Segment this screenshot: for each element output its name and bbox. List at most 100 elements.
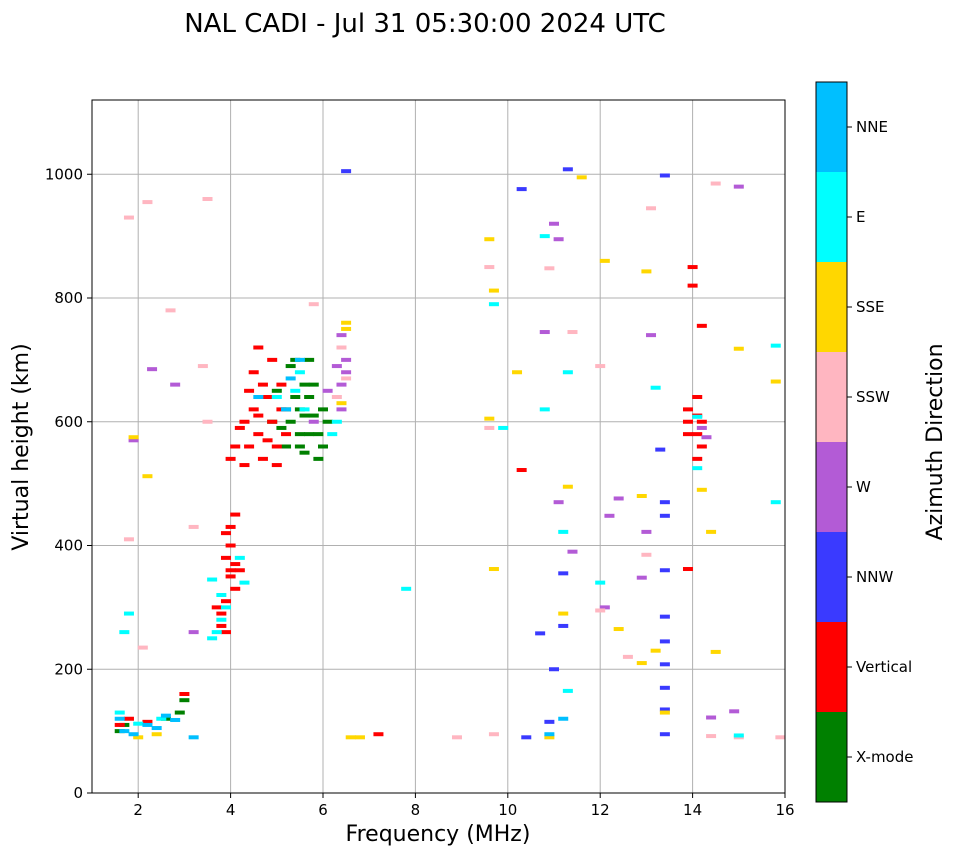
data-point [488, 732, 499, 737]
data-point [687, 283, 698, 288]
series-nne [114, 357, 569, 740]
data-point [373, 732, 384, 737]
data-point [558, 529, 569, 534]
data-point [696, 487, 707, 492]
data-point [696, 444, 707, 449]
data-point [512, 370, 523, 375]
data-point [299, 450, 310, 455]
data-point [710, 649, 721, 654]
data-point [211, 605, 222, 610]
data-point [341, 320, 352, 325]
colorbar-segment [816, 712, 847, 802]
data-point [696, 419, 707, 424]
data-point [123, 716, 134, 721]
data-point [336, 333, 347, 338]
data-point [636, 661, 647, 666]
data-point [285, 419, 296, 424]
data-point [244, 388, 255, 393]
data-point [646, 206, 657, 211]
colorbar-frame [815, 81, 848, 803]
data-point [281, 432, 292, 437]
data-point [225, 543, 236, 548]
series-sse [128, 175, 781, 740]
data-point [706, 734, 717, 739]
data-point [225, 456, 236, 461]
data-point [225, 568, 236, 573]
data-point [516, 187, 527, 192]
data-point [650, 648, 661, 653]
data-point [613, 627, 624, 632]
data-point [322, 388, 333, 393]
data-point [220, 599, 231, 604]
data-point [549, 667, 559, 672]
data-point [207, 636, 218, 641]
data-point [133, 721, 144, 726]
data-point [682, 419, 693, 424]
data-point [267, 357, 278, 362]
data-point [156, 716, 167, 721]
data-point [202, 419, 213, 424]
data-point [544, 735, 555, 740]
data-point [659, 173, 670, 178]
data-point [641, 529, 652, 534]
data-point [659, 568, 670, 573]
data-point [188, 524, 199, 529]
data-point [659, 685, 670, 690]
data-point [484, 416, 495, 421]
data-point [484, 425, 495, 430]
data-point [706, 715, 717, 720]
data-point [659, 500, 670, 505]
data-point [696, 425, 707, 430]
data-point [535, 631, 546, 636]
series-nnw [341, 167, 670, 740]
colorbar-segment [816, 82, 847, 172]
data-point [706, 529, 717, 534]
data-point [622, 654, 633, 659]
x-tick-label: 6 [318, 801, 328, 819]
data-points [114, 167, 786, 740]
x-tick-label: 12 [591, 801, 610, 819]
data-point [484, 237, 495, 242]
data-point [636, 575, 647, 580]
data-point [562, 688, 573, 693]
data-point [659, 639, 670, 644]
data-point [687, 265, 698, 270]
data-point [576, 175, 587, 180]
y-tick-label: 800 [54, 289, 83, 307]
data-point [220, 605, 231, 610]
data-point [544, 266, 555, 271]
data-point [230, 586, 241, 591]
data-point [276, 425, 287, 430]
y-tick-label: 1000 [45, 165, 83, 183]
data-point [271, 395, 282, 399]
data-point [179, 698, 190, 703]
data-point [484, 265, 495, 270]
data-point [267, 419, 278, 424]
data-point [553, 237, 564, 242]
data-point [174, 710, 185, 715]
data-point [128, 438, 139, 443]
data-point [516, 468, 527, 473]
data-point [271, 463, 282, 468]
x-tick-label: 4 [226, 801, 236, 819]
data-point [142, 474, 153, 479]
data-point [613, 496, 624, 501]
x-tick-label: 8 [411, 801, 421, 819]
data-point [354, 735, 365, 740]
colorbar-tick-label: Vertical [856, 658, 912, 676]
data-point [336, 401, 347, 406]
data-point [308, 413, 319, 418]
data-point [558, 716, 569, 721]
data-point [225, 574, 236, 579]
y-axis-ticks: 0 200 400 600 800 1000 [45, 165, 92, 802]
data-point [659, 614, 670, 619]
data-point [595, 364, 606, 369]
data-point [294, 432, 305, 437]
data-point [488, 288, 499, 293]
data-point [123, 537, 134, 542]
data-point [770, 500, 781, 505]
data-point [294, 357, 305, 362]
colorbar-segment [816, 442, 847, 532]
data-point [234, 568, 245, 573]
data-point [257, 382, 268, 387]
